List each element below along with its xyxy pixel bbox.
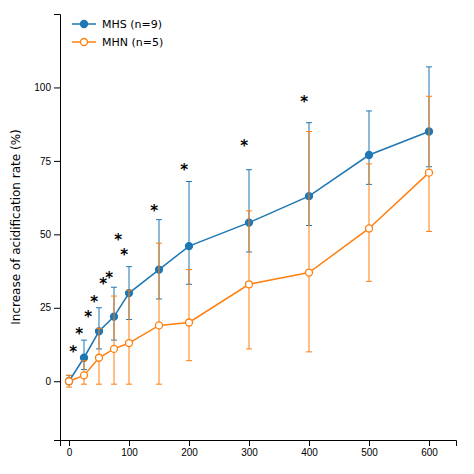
error-bar: [246, 211, 252, 349]
legend-entry: MHS (n=9): [72, 18, 162, 31]
y-tick-label: 25: [40, 302, 52, 313]
x-tick-label: 100: [121, 447, 138, 458]
y-tick-label: 0: [45, 376, 51, 387]
error-bar: [111, 296, 117, 384]
annotation: *: [150, 202, 158, 220]
error-bar: [156, 243, 162, 384]
series: [66, 67, 433, 385]
x-tick-mark: [309, 440, 310, 446]
legend-label: MHS (n=9): [102, 18, 162, 31]
x-tick-mark: [429, 440, 430, 446]
error-bar: [186, 181, 192, 284]
x-tick: 0: [67, 440, 73, 458]
marker: [306, 269, 313, 276]
error-bar: [426, 96, 432, 231]
y-tick-mark: [54, 381, 60, 382]
x-tick: 200: [181, 440, 198, 458]
x-tick-label: 0: [67, 447, 73, 458]
x-tick-label: 500: [361, 447, 378, 458]
x-tick-label: 400: [301, 447, 318, 458]
error-bar: [66, 375, 72, 387]
annotations: ************: [69, 93, 308, 361]
series-line: [69, 173, 429, 382]
x-tick-label: 600: [421, 447, 438, 458]
x-axis-line: [61, 441, 457, 447]
annotation: *: [180, 161, 188, 179]
legend-marker: [81, 21, 88, 28]
y-tick: 0: [45, 376, 60, 387]
y-axis-line: [54, 15, 61, 441]
error-bar: [81, 361, 87, 385]
marker: [186, 243, 193, 250]
y-tick-mark: [54, 234, 60, 235]
annotation: *: [84, 308, 92, 326]
chart: 0 100 200 300 400 500 600 0 25 50 75 100 Increase of…: [0, 0, 474, 474]
legend: MHS (n=9) MHN (n=5): [72, 18, 163, 49]
error-bar: [306, 132, 312, 352]
annotation: *: [240, 137, 248, 155]
annotation: *: [75, 325, 83, 343]
y-tick: 25: [40, 302, 60, 313]
annotation: *: [114, 231, 122, 249]
y-tick-mark: [54, 87, 60, 88]
y-tick: 50: [40, 229, 60, 240]
x-tick-label: 300: [241, 447, 258, 458]
marker: [246, 281, 253, 288]
annotation: *: [300, 93, 308, 111]
y-tick-mark: [54, 161, 60, 162]
y-axis: 0 25 50 75 100: [34, 15, 60, 441]
y-tick-mark: [54, 308, 60, 309]
marker: [426, 169, 433, 176]
error-bar: [96, 328, 102, 384]
marker: [186, 319, 193, 326]
series: [66, 96, 433, 387]
marker: [81, 372, 88, 379]
plot-area: [66, 67, 433, 387]
series-line: [69, 132, 429, 382]
error-bar: [366, 164, 372, 282]
x-tick: 100: [121, 440, 138, 458]
x-tick-mark: [369, 440, 370, 446]
x-tick-mark: [129, 440, 130, 446]
marker: [156, 322, 163, 329]
y-tick: 75: [40, 156, 60, 167]
marker: [96, 354, 103, 361]
marker: [366, 225, 373, 232]
y-tick-label: 75: [40, 156, 52, 167]
marker: [66, 378, 73, 385]
legend-label: MHN (n=5): [102, 36, 163, 49]
error-bar: [186, 270, 192, 361]
y-tick-label: 100: [34, 82, 51, 93]
x-tick: 400: [301, 440, 318, 458]
legend-marker: [81, 39, 88, 46]
annotation: *: [69, 343, 77, 361]
error-bar: [126, 290, 132, 384]
y-tick-label: 50: [40, 229, 52, 240]
x-tick: 600: [421, 440, 438, 458]
x-tick-mark: [189, 440, 190, 446]
annotation: *: [99, 275, 107, 293]
x-tick: 300: [241, 440, 258, 458]
marker: [366, 152, 373, 159]
x-tick-mark: [69, 440, 70, 446]
x-tick-label: 200: [181, 447, 198, 458]
y-axis-title: Increase of acidification rate (%): [9, 129, 23, 324]
y-tick: 100: [34, 82, 60, 93]
x-tick-mark: [249, 440, 250, 446]
legend-entry: MHN (n=5): [72, 36, 163, 49]
marker: [111, 345, 118, 352]
x-tick: 500: [361, 440, 378, 458]
x-axis: 0 100 200 300 400 500 600: [61, 440, 457, 458]
marker: [126, 340, 133, 347]
marker: [66, 378, 73, 385]
